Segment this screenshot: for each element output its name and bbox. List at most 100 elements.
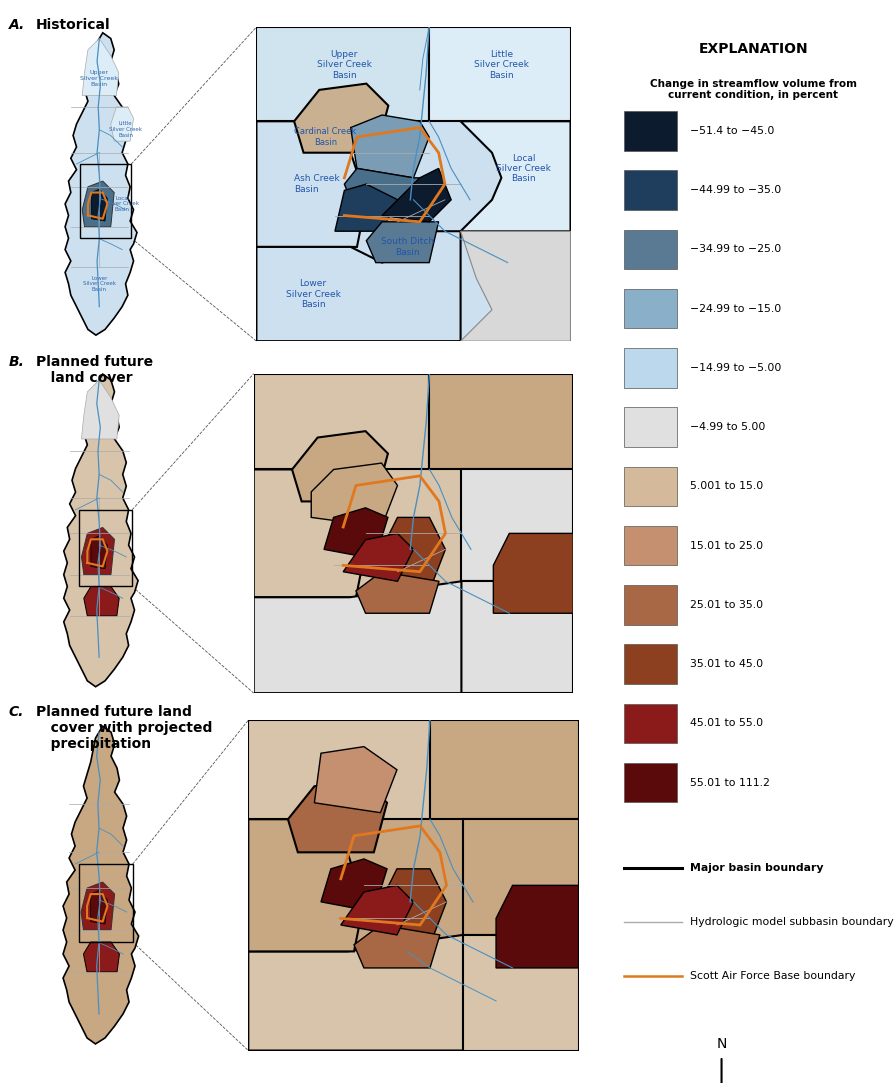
Polygon shape [111, 107, 133, 141]
Text: Scott Air Force Base boundary: Scott Air Force Base boundary [690, 971, 856, 981]
Bar [80, 164, 131, 238]
Text: Cardinal Creek
Basin: Cardinal Creek Basin [294, 128, 357, 146]
Bar [624, 289, 677, 328]
Text: 45.01 to 55.0: 45.01 to 55.0 [690, 718, 763, 729]
Polygon shape [354, 925, 440, 968]
Polygon shape [429, 374, 573, 470]
Polygon shape [249, 935, 463, 1051]
Polygon shape [344, 168, 420, 209]
Polygon shape [91, 190, 107, 221]
Polygon shape [367, 222, 439, 262]
Polygon shape [91, 536, 107, 569]
Polygon shape [496, 886, 578, 968]
Text: −4.99 to 5.00: −4.99 to 5.00 [690, 422, 765, 432]
Polygon shape [341, 886, 413, 935]
Text: Change in streamflow volume from
current condition, in percent: Change in streamflow volume from current… [650, 79, 856, 101]
Bar [624, 170, 677, 210]
Polygon shape [343, 534, 413, 582]
Polygon shape [257, 231, 460, 341]
Polygon shape [65, 32, 137, 335]
Polygon shape [335, 184, 398, 231]
Polygon shape [82, 39, 119, 95]
Bar [624, 762, 677, 803]
Text: Historical: Historical [36, 18, 110, 32]
Polygon shape [81, 527, 114, 575]
Polygon shape [90, 890, 107, 924]
Text: −24.99 to −15.0: −24.99 to −15.0 [690, 303, 781, 314]
Polygon shape [83, 942, 120, 973]
Polygon shape [81, 882, 114, 930]
Bar [624, 644, 677, 684]
Polygon shape [254, 582, 461, 693]
Polygon shape [292, 431, 388, 501]
Polygon shape [321, 859, 387, 912]
Polygon shape [463, 820, 578, 935]
Bar [624, 348, 677, 388]
Text: −34.99 to −25.0: −34.99 to −25.0 [690, 245, 781, 255]
Text: Ash Creek
Basin: Ash Creek Basin [294, 174, 340, 194]
Polygon shape [429, 27, 570, 121]
Text: −51.4 to −45.0: −51.4 to −45.0 [690, 126, 774, 135]
Polygon shape [460, 231, 570, 341]
Polygon shape [254, 470, 366, 598]
Polygon shape [294, 83, 388, 153]
Bar [624, 407, 677, 447]
Polygon shape [311, 464, 398, 527]
Polygon shape [249, 720, 430, 820]
Polygon shape [254, 374, 429, 470]
Bar [79, 864, 132, 942]
Polygon shape [430, 720, 578, 820]
Text: Lower
Silver Creek
Basin: Lower Silver Creek Basin [285, 279, 341, 309]
Polygon shape [461, 470, 573, 582]
Polygon shape [249, 820, 364, 952]
Text: B.: B. [9, 355, 25, 369]
Polygon shape [63, 727, 139, 1044]
Text: Little
Silver Creek
Basin: Little Silver Creek Basin [109, 121, 142, 138]
Text: Local
Silver Creek
Basin: Local Silver Creek Basin [496, 154, 551, 183]
Bar [624, 112, 677, 151]
Text: 35.01 to 45.0: 35.01 to 45.0 [690, 660, 763, 669]
Polygon shape [257, 27, 429, 121]
Text: EXPLANATION: EXPLANATION [698, 42, 808, 56]
Polygon shape [356, 572, 439, 613]
Polygon shape [461, 582, 573, 693]
Text: Upper
Silver Creek
Basin: Upper Silver Creek Basin [80, 70, 118, 87]
Text: 5.001 to 15.0: 5.001 to 15.0 [690, 482, 763, 492]
Text: C.: C. [9, 705, 24, 719]
Polygon shape [374, 869, 446, 944]
Text: Lower
Silver Creek
Basin: Lower Silver Creek Basin [83, 275, 116, 292]
Polygon shape [463, 935, 578, 1051]
Polygon shape [324, 508, 388, 559]
Text: −14.99 to −5.00: −14.99 to −5.00 [690, 363, 781, 373]
Text: N: N [716, 1036, 727, 1051]
Polygon shape [81, 380, 119, 439]
Text: 15.01 to 25.0: 15.01 to 25.0 [690, 540, 763, 550]
Polygon shape [460, 121, 570, 231]
Polygon shape [288, 780, 387, 852]
Text: Planned future
   land cover: Planned future land cover [36, 355, 153, 386]
Text: −44.99 to −35.0: −44.99 to −35.0 [690, 185, 781, 195]
Text: Hydrologic model subbasin boundary: Hydrologic model subbasin boundary [690, 917, 893, 927]
Bar [624, 585, 677, 625]
Text: A.: A. [9, 18, 25, 32]
Text: Little
Silver Creek
Basin: Little Silver Creek Basin [474, 50, 529, 80]
Polygon shape [493, 534, 573, 613]
Bar [624, 526, 677, 565]
Text: South Ditch
Basin: South Ditch Basin [381, 237, 434, 257]
Text: Major basin boundary: Major basin boundary [690, 863, 823, 873]
Bar [79, 510, 132, 587]
Polygon shape [257, 121, 367, 247]
Polygon shape [315, 746, 397, 812]
Bar [624, 467, 677, 506]
Polygon shape [63, 374, 138, 687]
Text: Upper
Silver Creek
Basin: Upper Silver Creek Basin [317, 50, 372, 80]
Polygon shape [82, 181, 114, 226]
Polygon shape [375, 518, 445, 591]
Polygon shape [84, 587, 119, 616]
Text: Planned future land
   cover with projected
   precipitation: Planned future land cover with projected… [36, 705, 212, 752]
Bar [624, 230, 677, 269]
Text: 25.01 to 35.0: 25.01 to 35.0 [690, 600, 763, 610]
Text: 55.01 to 111.2: 55.01 to 111.2 [690, 778, 770, 787]
Bar [624, 704, 677, 743]
Text: Local
Silver Creek
Basin: Local Silver Creek Basin [105, 196, 139, 212]
